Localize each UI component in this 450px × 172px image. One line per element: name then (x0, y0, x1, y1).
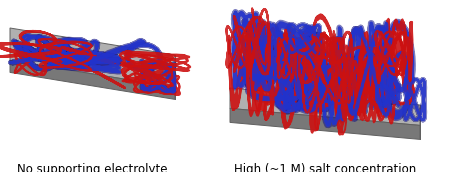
Polygon shape (230, 88, 420, 125)
Polygon shape (10, 60, 175, 99)
Polygon shape (230, 108, 420, 139)
Text: High (~1 M) salt concentration: High (~1 M) salt concentration (234, 163, 416, 172)
Text: No supporting electrolyte: No supporting electrolyte (17, 163, 168, 172)
Polygon shape (10, 28, 175, 87)
